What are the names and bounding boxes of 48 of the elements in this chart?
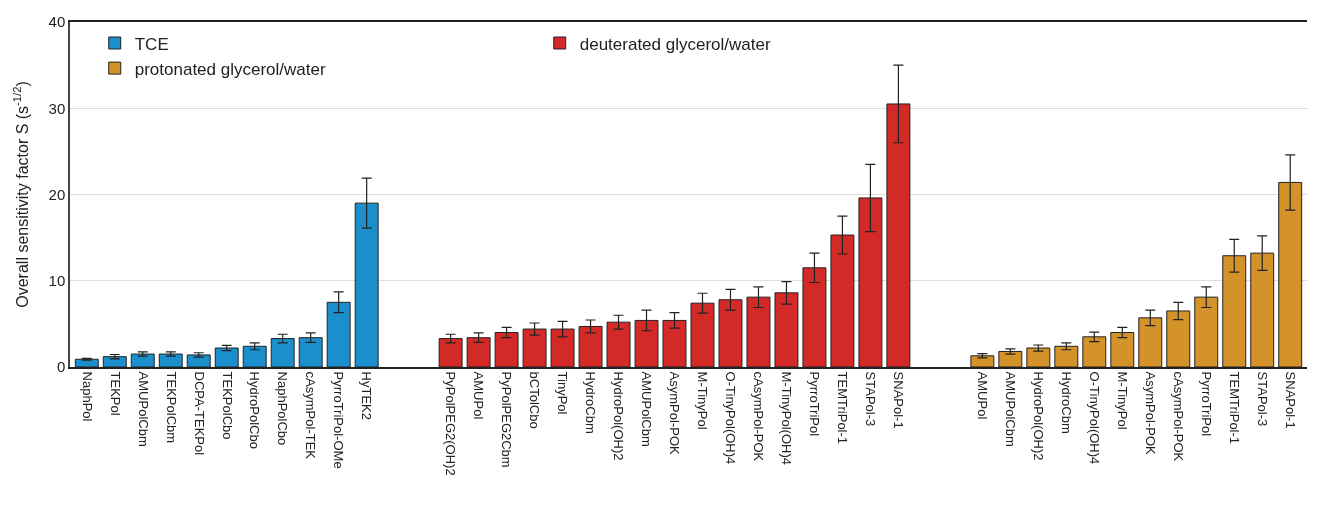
legend-label: deuterated glycerol/water (579, 34, 771, 54)
x-tick-label: HydroPol(OH)2 (611, 371, 627, 461)
x-tick-label: TEKPolCbm (163, 371, 179, 444)
x-tick-label: cAsymPol-POK (1171, 371, 1187, 462)
y-tick-label: 40 (48, 13, 66, 31)
x-tick-label: HydroCbm (583, 371, 599, 434)
x-tick-label: bCTolCbo (527, 371, 543, 429)
x-tick-label: STAPol-3 (863, 371, 879, 427)
x-tick-label: PyPolPEG2Cbm (499, 371, 515, 468)
x-tick-label: AMUPolCbm (1003, 371, 1019, 447)
x-tick-label: M-TinyPol(OH)4 (779, 371, 795, 466)
legend-label: TCE (134, 34, 169, 54)
x-tick-label: SNAPol-1 (891, 371, 907, 429)
x-tick-label: TinyPol (555, 371, 571, 415)
x-tick-label: O-TinyPol(OH)4 (1087, 371, 1103, 465)
x-tick-label: NaphPolCbo (275, 371, 291, 446)
y-tick-label: 20 (48, 185, 66, 203)
x-tick-label: AMUPolCbm (135, 371, 151, 447)
x-tick-label: SNAPol-1 (1282, 371, 1298, 429)
x-tick-label: STAPol-3 (1254, 371, 1270, 427)
y-tick-label: 10 (48, 272, 66, 289)
x-tick-label: TEMTriPol-1 (1227, 371, 1243, 445)
x-tick-label: PyPolPEG2(OH)2 (443, 371, 459, 476)
x-tick-label: AMUPolCbm (639, 371, 655, 447)
x-tick-label: PyrroTriPol (1199, 371, 1215, 437)
x-tick-label: cAsymPol-TEK (303, 371, 319, 460)
x-tick-label: O-TinyPol(OH)4 (723, 371, 739, 465)
y-tick-label: 0 (56, 358, 66, 376)
x-tick-label: HydroPol(OH)2 (1031, 371, 1047, 461)
y-tick-label: 30 (48, 99, 66, 117)
x-tick-label: NaphPol (79, 371, 95, 422)
x-tick-label: AMUPol (975, 371, 991, 420)
x-tick-label: TEMTriPol-1 (835, 371, 851, 445)
x-tick-label: PyrroTriPol (807, 371, 823, 437)
x-tick-label: HydroCbm (1059, 371, 1075, 434)
x-tick-label: M-TinyPol (695, 371, 711, 430)
x-tick-label: cAsymPol-POK (751, 371, 767, 462)
x-tick-label: M-TinyPol (1115, 371, 1131, 430)
x-tick-label: AsymPol-POK (1143, 371, 1159, 455)
x-tick-label: DCPA-TEKPol (191, 371, 207, 456)
x-tick-label: PyrroTriPol-OMe (331, 371, 347, 469)
x-tick-label: HydroPolCbo (247, 371, 263, 449)
x-tick-label: TEKPol (107, 371, 123, 416)
x-tick-label: TEKPolCbo (219, 371, 235, 440)
x-tick-label: AMUPol (471, 371, 487, 420)
legend-label: protonated glycerol/water (134, 59, 326, 79)
x-tick-label: AsymPol-POK (667, 371, 683, 455)
x-tick-label: HyTEK2 (359, 371, 375, 421)
